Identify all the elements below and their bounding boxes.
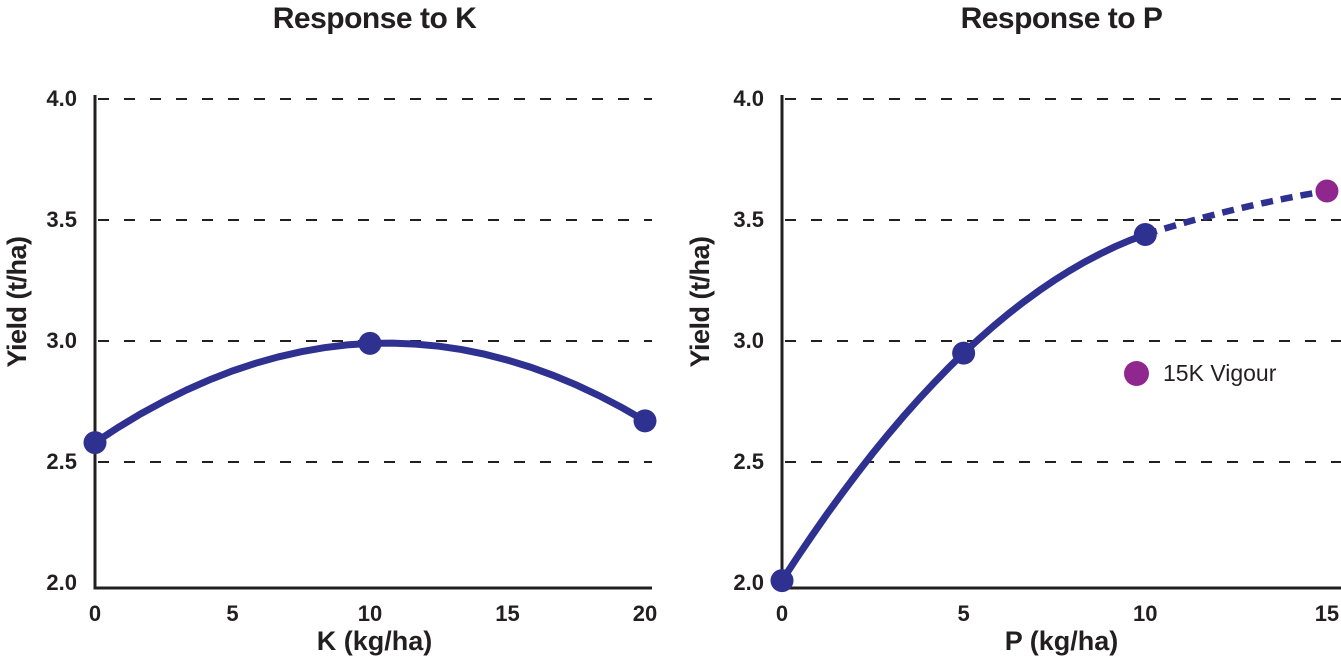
chart-title: Response to K: [272, 2, 477, 35]
y-tick-label: 4.0: [733, 86, 764, 111]
y-axis-label: Yield (t/ha): [2, 236, 32, 368]
chart-response-to-p: Response to P Yield (t/ha) P (kg/ha) 15K…: [670, 0, 1341, 672]
x-tick-label: 10: [357, 601, 383, 626]
x-axis-label: P (kg/ha): [1004, 626, 1119, 656]
legend-label: 15K Vigour: [1163, 360, 1277, 386]
x-tick-label: 20: [632, 601, 658, 626]
data-point-yield-response-to-K: [633, 409, 657, 433]
y-axis-label: Yield (t/ha): [685, 236, 715, 368]
series-line-yield-response-to-K: [91, 339, 649, 447]
plot-area-k: [83, 95, 657, 590]
x-tick-label: 0: [88, 601, 102, 626]
y-tick-label: 2.0: [733, 570, 764, 595]
series-dashed-projection-to-15K: [1144, 187, 1328, 238]
y-tick-label: 2.0: [46, 570, 77, 595]
legend-marker-15k-vigour-icon: [1124, 360, 1149, 386]
series-line-yield-response-to-P: [778, 231, 1149, 585]
data-point-yield-response-to-P: [770, 569, 794, 593]
y-tick-label: 2.5: [46, 449, 77, 474]
data-point-yield-response-to-K: [358, 331, 382, 355]
x-tick-label: 5: [226, 601, 239, 626]
y-tick-label: 3.0: [733, 328, 764, 353]
data-point-yield-response-to-P: [952, 341, 976, 365]
axis: [93, 95, 652, 590]
y-tick-label: 2.5: [733, 449, 764, 474]
x-tick-label: 10: [1133, 601, 1158, 626]
plot-area-p: [770, 95, 1341, 593]
x-tick-label: 15: [1314, 601, 1340, 626]
y-tick-label: 3.5: [733, 207, 764, 232]
chart-response-to-k: Response to K Yield (t/ha) K (kg/ha) 4.0…: [0, 0, 670, 672]
y-tick-label: 3.5: [46, 207, 77, 232]
chart-title: Response to P: [960, 2, 1163, 35]
data-point-15K-vigour-point: [1315, 179, 1339, 203]
x-axis-label: K (kg/ha): [316, 626, 433, 656]
x-tick-label: 15: [495, 601, 520, 626]
y-tick-label: 3.0: [46, 328, 77, 353]
legend: 15K Vigour: [1124, 360, 1276, 386]
data-point-yield-response-to-K: [83, 431, 107, 455]
x-tick-label: 5: [957, 601, 970, 626]
x-tick-label: 0: [775, 601, 789, 626]
y-tick-label: 4.0: [46, 86, 77, 111]
